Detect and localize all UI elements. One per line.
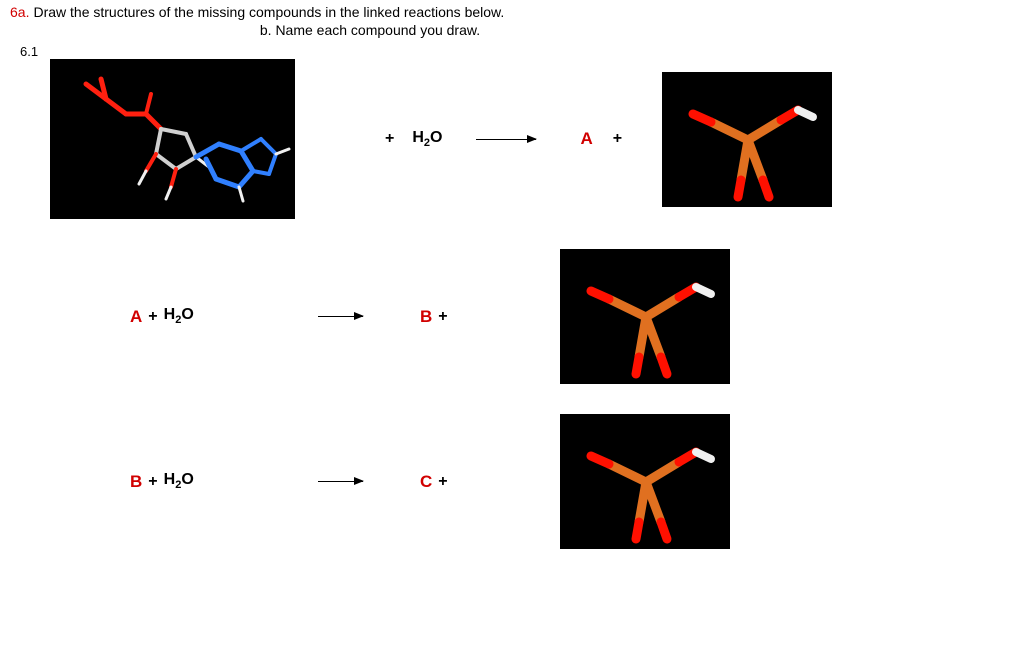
- phosphate-image-3: [560, 414, 730, 549]
- reaction-3-left: B + H2O: [130, 471, 260, 491]
- question-header: 6a. Draw the structures of the missing c…: [10, 4, 1014, 20]
- plus-sign: +: [613, 130, 622, 148]
- plus-sign: +: [385, 130, 394, 148]
- reaction-row-3: B + H2O C +: [130, 414, 1014, 549]
- reaction-arrow-icon: [318, 316, 363, 317]
- reaction-row-2: A + H2O B +: [130, 249, 1014, 384]
- reaction-2-arrow: [260, 316, 420, 317]
- phosphate-image-2: [560, 249, 730, 384]
- reaction-2-right: B +: [420, 307, 530, 327]
- h2o-label: H2O: [412, 129, 442, 149]
- product-A-label: A: [580, 129, 592, 149]
- plus-sign: +: [438, 308, 447, 326]
- phosphate-svg: [663, 72, 831, 207]
- reaction-1-equation: + H2O A +: [385, 129, 622, 149]
- plus-sign: +: [148, 308, 157, 326]
- item-number: 6.1: [20, 44, 1014, 59]
- phosphate-svg: [561, 249, 729, 384]
- h2o-label: H2O: [164, 471, 194, 491]
- plus-sign: +: [148, 473, 157, 491]
- reaction-arrow-icon: [476, 139, 536, 140]
- product-B-label: B: [420, 307, 432, 327]
- phosphate-svg: [561, 414, 729, 549]
- reaction-row-1: + H2O A +: [10, 59, 1014, 219]
- phosphate-image-1: [662, 72, 832, 207]
- question-number: 6a.: [10, 4, 29, 20]
- question-text: Draw the structures of the missing compo…: [33, 4, 504, 20]
- sub-question: b. Name each compound you draw.: [10, 22, 730, 38]
- reaction-3-right: C +: [420, 472, 530, 492]
- sub-number: b.: [260, 22, 272, 38]
- sub-text: Name each compound you draw.: [275, 22, 480, 38]
- complex-molecule-image: [50, 59, 295, 219]
- reactant-B-label: B: [130, 472, 142, 492]
- product-C-label: C: [420, 472, 432, 492]
- h2o-label: H2O: [164, 306, 194, 326]
- reaction-2-left: A + H2O: [130, 306, 260, 326]
- reaction-3-arrow: [260, 481, 420, 482]
- reactant-A-label: A: [130, 307, 142, 327]
- reaction-arrow-icon: [318, 481, 363, 482]
- plus-sign: +: [438, 473, 447, 491]
- complex-molecule-svg: [51, 59, 294, 219]
